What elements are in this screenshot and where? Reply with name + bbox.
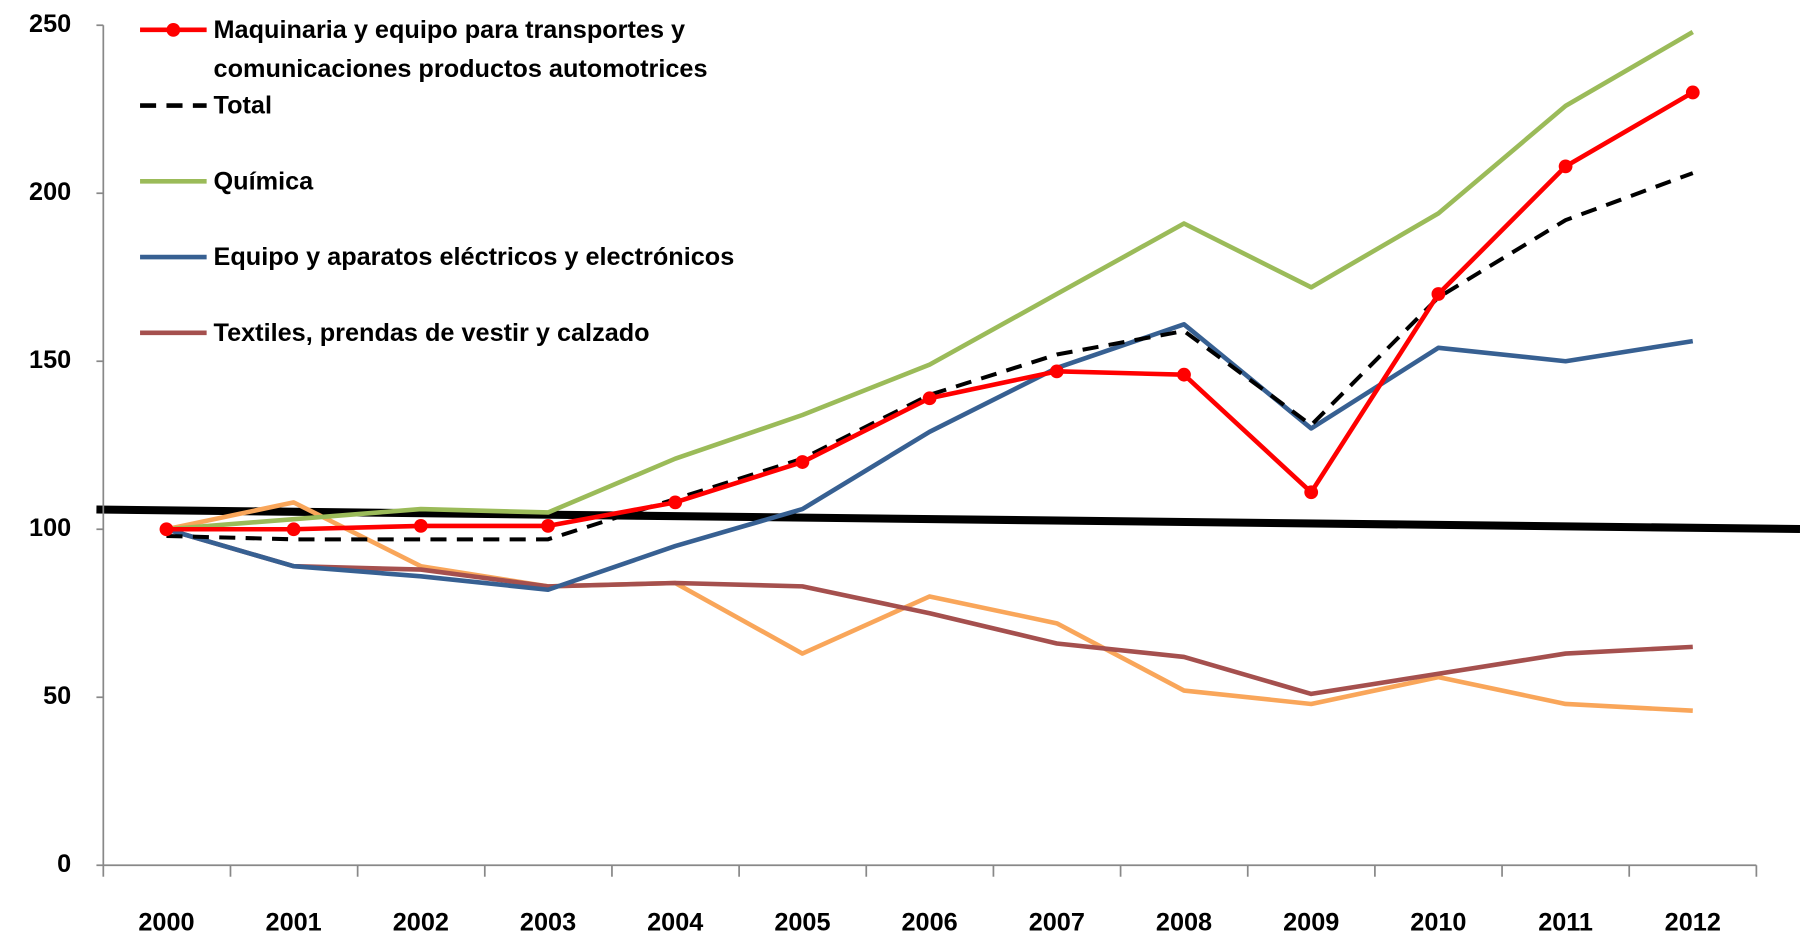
x-tick-label: 2008: [1156, 908, 1212, 936]
legend-label: Total: [213, 90, 272, 120]
series-marker: [1177, 367, 1191, 382]
y-tick-label: 50: [43, 682, 71, 710]
series-line: [166, 29, 1694, 532]
x-tick-label: 2002: [393, 908, 449, 936]
x-tick-label: 2004: [647, 908, 703, 936]
series-marker: [413, 519, 428, 533]
x-tick-label: 2007: [1029, 908, 1085, 936]
series-marker: [1304, 485, 1319, 500]
x-tick-label: 2003: [520, 908, 576, 936]
x-tick-label: 2001: [266, 908, 322, 936]
legend-entry: Total: [213, 90, 272, 120]
x-tick-label: 2010: [1410, 908, 1466, 936]
x-tick-label: 2009: [1283, 908, 1339, 936]
series-marker: [1558, 159, 1573, 174]
legend-label: Equipo y aparatos eléctricos y electróni…: [213, 242, 735, 271]
x-tick-label: 2012: [1665, 908, 1721, 936]
y-tick-label: 250: [29, 10, 71, 38]
legend-entry: Química: [213, 166, 314, 196]
x-tick-label: 2005: [774, 908, 830, 936]
series-marker: [1685, 85, 1700, 100]
legend-entry: Textiles, prendas de vestir y calzado: [213, 317, 650, 347]
legend-entry: Maquinaria y equipo para transportes y c…: [213, 14, 708, 83]
y-tick-label: 200: [29, 178, 71, 206]
legend-marker: [166, 22, 181, 37]
x-tick-label: 2006: [902, 908, 958, 936]
series-marker: [795, 455, 810, 469]
series-marker: [159, 522, 174, 537]
x-tick-label: 2011: [1538, 908, 1593, 936]
series-marker: [1431, 287, 1446, 301]
legend-label: Textiles, prendas de vestir y calzado: [213, 317, 650, 347]
series-marker: [1049, 364, 1064, 379]
legend-label: Maquinaria y equipo para transportes y c…: [213, 14, 708, 83]
series-line: [165, 527, 1693, 697]
series-line: [165, 500, 1693, 713]
y-tick-label: 0: [57, 850, 71, 878]
x-tick-label: 2000: [138, 908, 194, 936]
y-tick-label: 100: [29, 514, 71, 542]
legend-entry: Equipo y aparatos eléctricos y electróni…: [213, 242, 735, 271]
series-marker: [286, 522, 301, 537]
series-marker: [541, 519, 555, 533]
series-marker: [922, 391, 937, 406]
legend-label: Química: [213, 166, 314, 196]
y-tick-label: 150: [29, 346, 71, 374]
series-marker: [668, 495, 683, 510]
series-line: [165, 321, 1694, 593]
